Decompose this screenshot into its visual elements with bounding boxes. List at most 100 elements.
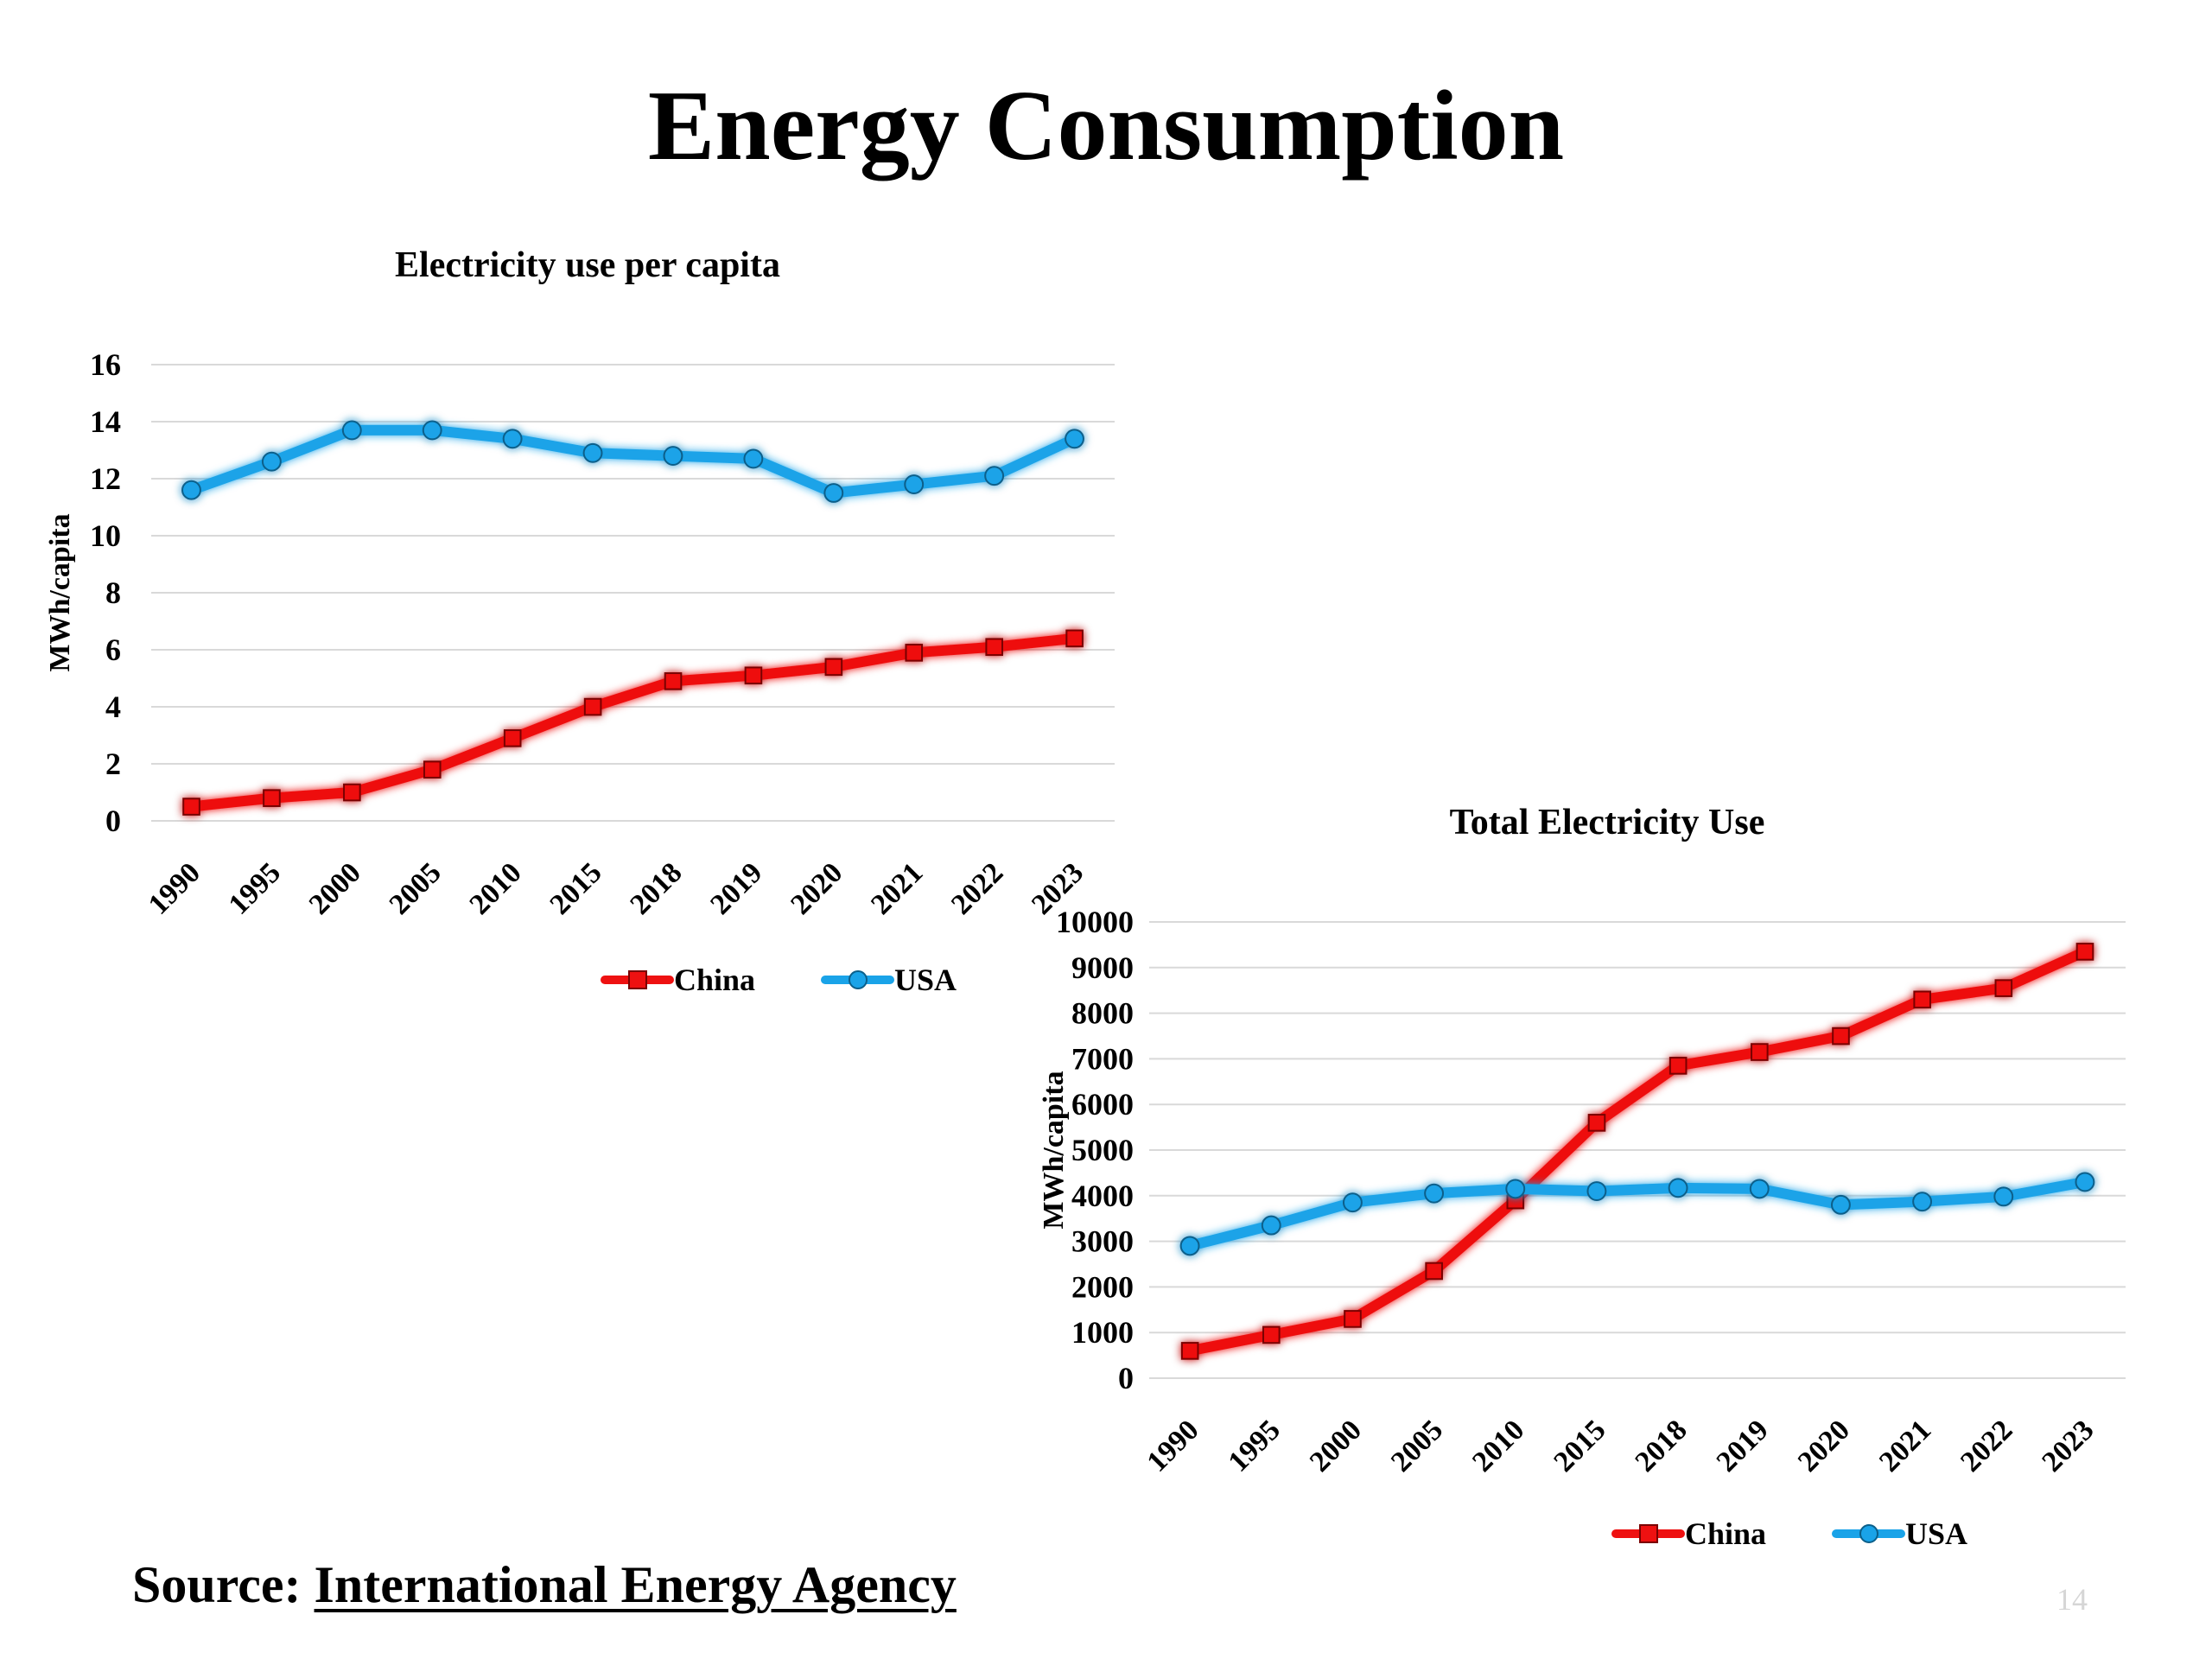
legend-label: China xyxy=(1685,1516,1766,1551)
legend-marker xyxy=(849,970,868,989)
total-electricity-chart: Total Electricity Use 0 1000 2000 3000 4000 50… xyxy=(1038,803,2126,1551)
data-point xyxy=(343,783,361,802)
data-point xyxy=(824,658,843,677)
data-point xyxy=(502,429,523,449)
y-axis-label: MWh/capita xyxy=(1038,1071,1070,1229)
data-point xyxy=(1993,1186,2014,1207)
x-tick-label: 1995 xyxy=(223,856,287,920)
legend-item-usa: USA xyxy=(1832,1516,1967,1551)
data-point xyxy=(423,760,442,779)
x-tick-label: 2021 xyxy=(865,856,929,920)
series-line xyxy=(186,632,1080,812)
y-tick-label: 12 xyxy=(90,461,121,496)
y-tick-label: 6 xyxy=(105,632,121,667)
slide-number: 14 xyxy=(2056,1582,2088,1617)
data-point xyxy=(1424,1183,1445,1204)
y-tick-label: 4000 xyxy=(1071,1179,1134,1213)
per-capita-chart: Electricity use per capita 0 2 4 6 8 10 12 14 16 M… xyxy=(44,245,1115,997)
series-line xyxy=(186,424,1080,499)
series-line xyxy=(1185,946,2090,1357)
data-point xyxy=(904,474,925,495)
data-point xyxy=(263,789,281,807)
data-point xyxy=(2075,1172,2095,1192)
data-point xyxy=(1749,1179,1770,1199)
chart-title: Total Electricity Use xyxy=(1450,803,1765,842)
x-tick-label: 2019 xyxy=(704,856,768,920)
chart-title: Electricity use per capita xyxy=(395,245,780,285)
data-point xyxy=(1669,1057,1688,1075)
y-tick-label: 5000 xyxy=(1071,1133,1134,1167)
data-point xyxy=(1912,1192,1933,1212)
data-point xyxy=(1830,1194,1851,1215)
legend-label: USA xyxy=(1905,1516,1967,1551)
series-usa xyxy=(181,420,1084,503)
legend-marker xyxy=(1639,1524,1658,1543)
x-tick-label: 1995 xyxy=(1223,1414,1287,1478)
x-tick-label: 2020 xyxy=(785,856,849,920)
y-tick-label: 2 xyxy=(105,747,121,781)
legend-item-china: China xyxy=(1611,1516,1766,1551)
legend-label: China xyxy=(674,963,755,997)
legend-marker xyxy=(628,970,647,989)
y-tick-label: 3000 xyxy=(1071,1224,1134,1259)
data-point xyxy=(1832,1027,1850,1046)
series-china xyxy=(1180,943,2094,1360)
data-point xyxy=(1065,629,1084,648)
data-point xyxy=(1179,1236,1200,1256)
y-tick-label: 0 xyxy=(1118,1361,1134,1395)
data-point xyxy=(1587,1114,1606,1132)
x-tick-label: 2000 xyxy=(1304,1414,1368,1478)
data-point xyxy=(582,442,603,463)
x-tick-label: 2023 xyxy=(2036,1414,2100,1478)
y-tick-label: 9000 xyxy=(1071,950,1134,985)
data-point xyxy=(1342,1192,1363,1213)
x-tick-label: 2018 xyxy=(624,856,688,920)
data-point xyxy=(663,446,683,467)
source-link[interactable]: International Energy Agency xyxy=(314,1556,957,1613)
data-point xyxy=(1065,429,1084,449)
data-point xyxy=(1261,1215,1281,1236)
data-point xyxy=(422,420,442,441)
data-point xyxy=(743,448,764,469)
data-point xyxy=(1344,1310,1362,1328)
data-point xyxy=(823,483,844,503)
y-tick-label: 0 xyxy=(105,804,121,838)
y-tick-label: 4 xyxy=(105,690,121,724)
x-tick-label: 2005 xyxy=(384,856,448,920)
series-china xyxy=(182,629,1084,816)
x-tick-label: 1990 xyxy=(1141,1414,1205,1478)
data-point xyxy=(503,729,522,747)
y-tick-label: 8000 xyxy=(1071,996,1134,1031)
x-tick-label: 2015 xyxy=(1548,1414,1611,1478)
y-tick-label: 1000 xyxy=(1071,1315,1134,1350)
data-point xyxy=(583,697,602,716)
x-tick-label: 2019 xyxy=(1711,1414,1775,1478)
series-line xyxy=(1185,1176,2090,1251)
x-tick-label: 2022 xyxy=(1955,1414,2018,1478)
data-point xyxy=(1180,1342,1199,1360)
data-point xyxy=(1913,990,1931,1009)
data-point xyxy=(1668,1178,1688,1198)
x-tick-label: 2020 xyxy=(1792,1414,1856,1478)
data-point xyxy=(744,666,763,685)
source-label: Source: xyxy=(132,1556,302,1613)
y-tick-label: 7000 xyxy=(1071,1041,1134,1076)
legend-item-china: China xyxy=(601,963,755,997)
data-point xyxy=(181,480,201,500)
x-tick-label: 2010 xyxy=(1466,1414,1530,1478)
x-tick-label: 1990 xyxy=(143,856,207,920)
legend-item-usa: USA xyxy=(821,963,957,997)
y-tick-label: 6000 xyxy=(1071,1087,1134,1122)
x-tick-label: 2022 xyxy=(945,856,1009,920)
x-tick-label: 2018 xyxy=(1629,1414,1693,1478)
data-point xyxy=(261,451,282,472)
y-tick-label: 8 xyxy=(105,575,121,610)
data-point xyxy=(1262,1325,1281,1344)
series-usa xyxy=(1179,1172,2095,1256)
y-tick-label: 16 xyxy=(90,347,121,382)
data-point xyxy=(2075,943,2094,961)
data-point xyxy=(984,466,1005,486)
y-axis-label: MWh/capita xyxy=(44,513,76,671)
x-tick-label: 2005 xyxy=(1385,1414,1449,1478)
data-point xyxy=(664,672,683,690)
